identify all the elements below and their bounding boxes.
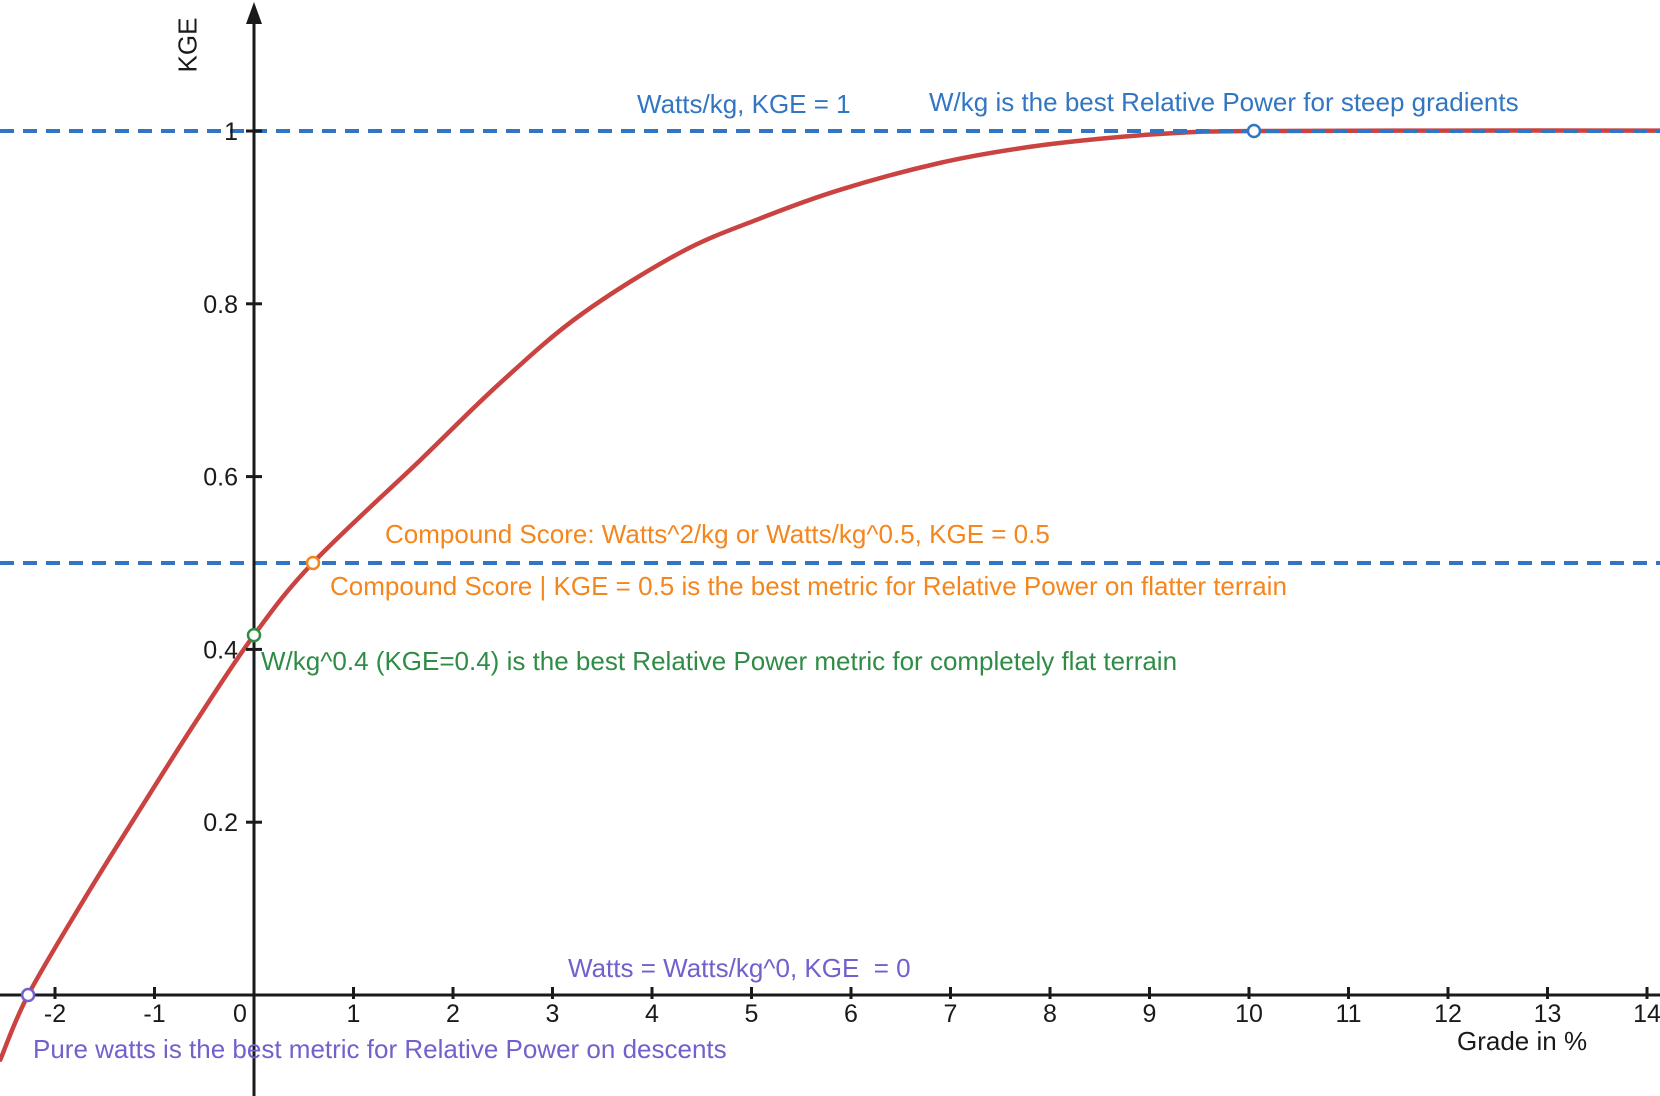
y-tick-label: 0.6 [203,464,238,492]
x-tick-label: 11 [1336,1000,1362,1028]
x-tick-label: -2 [44,1000,66,1028]
y-tick-label: 0.2 [203,809,238,837]
y-axis-title: KGE [172,17,203,73]
x-tick-label: 2 [446,1000,460,1028]
y-tick-label: 0.8 [203,291,238,319]
x-tick-label: 7 [944,1000,958,1028]
x-tick-label: 10 [1235,1000,1263,1028]
label-compound-score: Compound Score: Watts^2/kg or Watts/kg^0… [385,519,1050,549]
y-axis-arrow [246,2,262,24]
point-purple [20,987,36,1003]
label-steep-gradients: W/kg is the best Relative Power for stee… [929,87,1519,117]
x-tick-label: 13 [1534,1000,1562,1028]
x-tick-label: 9 [1143,1000,1157,1028]
point-green [246,627,262,643]
x-tick-label: 12 [1434,1000,1462,1028]
x-tick-label: 14 [1633,1000,1660,1028]
x-tick-label: 8 [1043,1000,1057,1028]
label-watts-kge0: Watts = Watts/kg^0, KGE = 0 [568,953,911,983]
x-tick-label: 1 [347,1000,361,1028]
y-tick-label: 1 [224,118,238,146]
x-tick-label: 4 [645,1000,659,1028]
y-tick-label: 0.4 [203,636,238,664]
x-axis-title: Grade in % [1457,1026,1588,1056]
x-tick-label: -1 [143,1000,165,1028]
label-flat-terrain: W/kg^0.4 (KGE=0.4) is the best Relative … [261,646,1178,676]
x-tick-label: 0 [233,1000,247,1028]
label-descents: Pure watts is the best metric for Relati… [33,1034,727,1064]
point-blue [1246,123,1262,139]
x-tick-label: 6 [844,1000,858,1028]
x-tick-label: 5 [745,1000,759,1028]
label-compound-flatter: Compound Score | KGE = 0.5 is the best m… [330,571,1287,601]
point-orange [305,555,321,571]
x-tick-label: 3 [546,1000,560,1028]
label-watts-kg-kge1: Watts/kg, KGE = 1 [637,89,851,119]
